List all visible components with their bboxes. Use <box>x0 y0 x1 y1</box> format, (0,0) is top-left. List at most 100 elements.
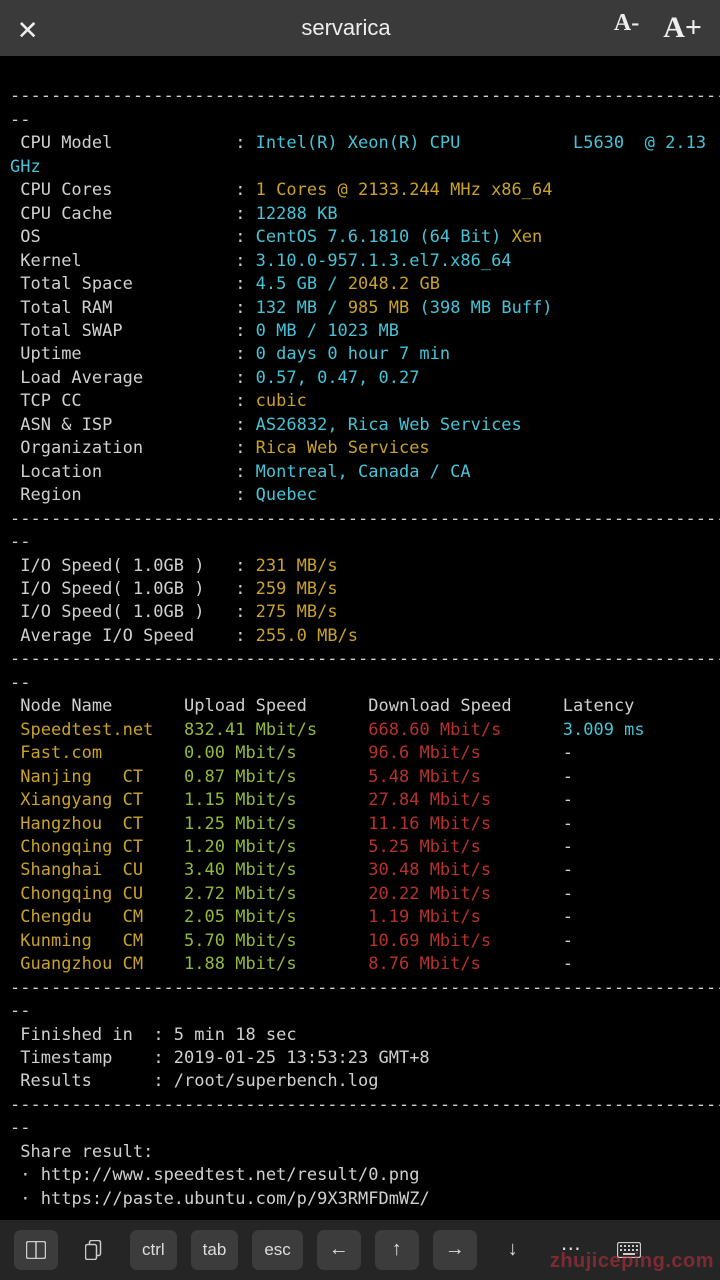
speed-upload: 0.87 Mbit/s <box>184 767 317 787</box>
label: CPU Model <box>20 133 112 153</box>
esc-key-button[interactable]: esc <box>252 1230 302 1270</box>
divider: ----------------------------------------… <box>10 86 720 106</box>
divider: ----------------------------------------… <box>10 1212 720 1220</box>
value: Rica Web Services <box>256 438 430 458</box>
speed-download: 5.48 Mbit/s <box>368 767 501 787</box>
speed-download: 11.16 Mbit/s <box>368 814 501 834</box>
value: CentOS 7.6.1810 (64 Bit) <box>256 227 502 247</box>
close-icon[interactable]: ✕ <box>18 9 37 47</box>
font-increase-button[interactable]: A+ <box>663 7 702 48</box>
divider: -- <box>10 110 30 130</box>
font-decrease-button[interactable]: A- <box>614 7 639 48</box>
value: 985 MB <box>348 298 409 318</box>
arrow-right-icon[interactable]: → <box>433 1230 477 1270</box>
label: OS <box>20 227 40 247</box>
value: GHz <box>10 157 41 177</box>
col-header: Node Name <box>20 696 112 716</box>
label: Timestamp <box>20 1048 112 1068</box>
speed-upload: 832.41 Mbit/s <box>184 720 317 740</box>
label: Total SWAP <box>20 321 122 341</box>
label: Share result: <box>20 1142 153 1162</box>
value: @ 2.13 <box>645 133 706 153</box>
col-header: Upload Speed <box>184 696 307 716</box>
speed-download: 10.69 Mbit/s <box>368 931 501 951</box>
ctrl-key-button[interactable]: ctrl <box>130 1230 177 1270</box>
arrow-up-icon[interactable]: ↑ <box>375 1230 419 1270</box>
speed-latency: - <box>563 954 573 974</box>
speed-node: Speedtest.net <box>20 720 153 740</box>
speed-latency: 3.009 ms <box>563 720 645 740</box>
speed-upload: 1.20 Mbit/s <box>184 837 317 857</box>
share-url: https://paste.ubuntu.com/p/9X3RMFDmWZ/ <box>41 1189 430 1209</box>
panes-icon[interactable] <box>14 1230 58 1270</box>
speed-latency: - <box>563 884 573 904</box>
speed-node: Hangzhou CT <box>20 814 153 834</box>
speed-node: Kunming CM <box>20 931 153 951</box>
speed-node: Shanghai CU <box>20 860 153 880</box>
speed-node: Chongqing CU <box>20 884 153 904</box>
copy-icon[interactable] <box>72 1230 116 1270</box>
label: Average I/O Speed <box>20 626 194 646</box>
value: 2048.2 GB <box>348 274 440 294</box>
label: Load Average <box>20 368 143 388</box>
divider: ----------------------------------------… <box>10 649 720 669</box>
divider: ----------------------------------------… <box>10 1095 720 1115</box>
page-title: servarica <box>78 13 614 43</box>
speed-node: Fast.com <box>20 743 153 763</box>
label: ASN & ISP <box>20 415 112 435</box>
speed-latency: - <box>563 907 573 927</box>
speed-download: 27.84 Mbit/s <box>368 790 501 810</box>
divider: ----------------------------------------… <box>10 978 720 998</box>
app-header: ✕ servarica A- A+ <box>0 0 720 56</box>
speed-upload: 3.40 Mbit/s <box>184 860 317 880</box>
speed-latency: - <box>563 743 573 763</box>
tab-key-button[interactable]: tab <box>191 1230 239 1270</box>
speed-node: Xiangyang CT <box>20 790 153 810</box>
speed-download: 96.6 Mbit/s <box>368 743 501 763</box>
value: 0 MB / 1023 MB <box>256 321 399 341</box>
speed-upload: 2.05 Mbit/s <box>184 907 317 927</box>
label: Uptime <box>20 344 81 364</box>
arrow-left-icon[interactable]: ← <box>317 1230 361 1270</box>
label: Kernel <box>20 251 81 271</box>
col-header: Download Speed <box>368 696 511 716</box>
value: 3.10.0-957.1.3.el7.x86_64 <box>256 251 512 271</box>
label: Results <box>20 1071 92 1091</box>
value: Quebec <box>256 485 317 505</box>
divider: -- <box>10 673 30 693</box>
divider: -- <box>10 1001 30 1021</box>
speed-upload: 2.72 Mbit/s <box>184 884 317 904</box>
value: 2019-01-25 13:53:23 GMT+8 <box>174 1048 430 1068</box>
label: Total Space <box>20 274 133 294</box>
speed-node: Chongqing CT <box>20 837 153 857</box>
speed-latency: - <box>563 931 573 951</box>
speed-upload: 1.15 Mbit/s <box>184 790 317 810</box>
label: Location <box>20 462 102 482</box>
speed-download: 8.76 Mbit/s <box>368 954 501 974</box>
speed-latency: - <box>563 860 573 880</box>
speed-upload: 1.88 Mbit/s <box>184 954 317 974</box>
watermark: zhujiceping.com <box>550 1248 714 1276</box>
speed-upload: 0.00 Mbit/s <box>184 743 317 763</box>
speed-node: Chengdu CM <box>20 907 153 927</box>
speed-latency: - <box>563 837 573 857</box>
label: I/O Speed( 1.0GB ) <box>20 579 204 599</box>
value: cubic <box>256 391 307 411</box>
terminal-output: ----------------------------------------… <box>0 56 720 1220</box>
value: Intel(R) Xeon(R) CPU <box>256 133 461 153</box>
speed-download: 20.22 Mbit/s <box>368 884 501 904</box>
label: CPU Cache <box>20 204 112 224</box>
label: Total RAM <box>20 298 112 318</box>
speed-latency: - <box>563 767 573 787</box>
col-header: Latency <box>563 696 635 716</box>
speed-download: 668.60 Mbit/s <box>368 720 501 740</box>
divider: -- <box>10 1118 30 1138</box>
value: 0 days 0 hour 7 min <box>256 344 450 364</box>
speed-download: 30.48 Mbit/s <box>368 860 501 880</box>
value: 5 min 18 sec <box>174 1025 297 1045</box>
arrow-down-icon[interactable]: ↓ <box>491 1230 535 1270</box>
speed-node: Guangzhou CM <box>20 954 153 974</box>
value: 0.57, 0.47, 0.27 <box>256 368 420 388</box>
value: L5630 <box>573 133 624 153</box>
value: 4.5 GB / <box>256 274 338 294</box>
